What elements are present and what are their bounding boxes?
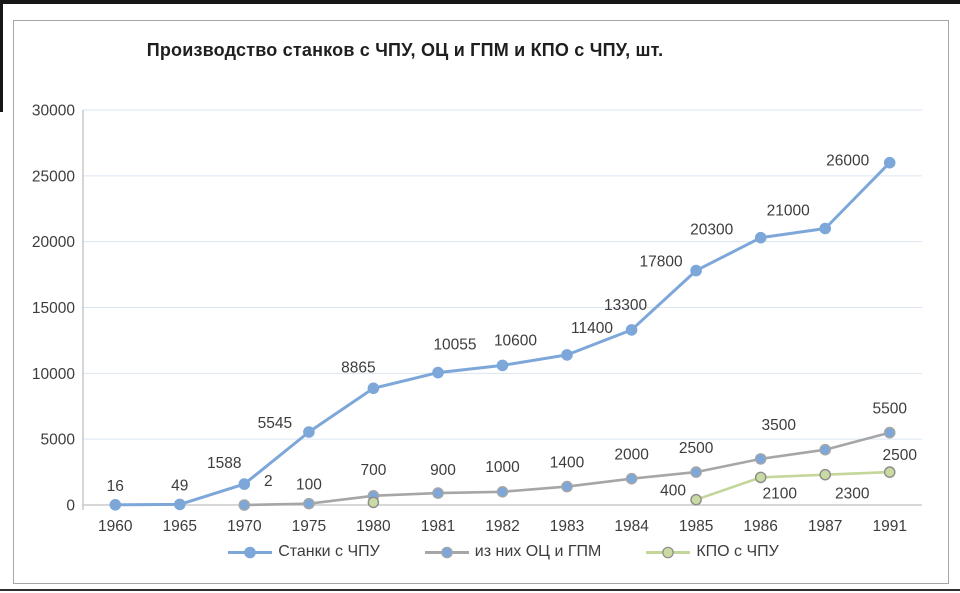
data-point-marker: [561, 480, 573, 493]
data-point-marker: [496, 359, 509, 372]
chart-title: Производство станков с ЧПУ, ОЦ и ГПМ и К…: [146, 40, 664, 60]
page-border-bottom: [0, 589, 960, 591]
data-point-marker: [173, 498, 186, 511]
page-border-top: [0, 0, 960, 4]
data-label: 5500: [872, 401, 907, 418]
x-axis-tick-label: 1981: [421, 518, 455, 535]
legend-line-marker-icon: [228, 546, 273, 558]
x-axis-tick-label: 1980: [356, 518, 391, 535]
y-axis-tick-label: 5000: [41, 432, 76, 449]
x-axis-tick-label: 1965: [163, 518, 197, 535]
x-axis-tick-label: 1970: [227, 518, 262, 535]
data-label: 16: [107, 478, 124, 495]
y-axis-tick-label: 30000: [32, 103, 75, 120]
data-label: 2500: [882, 447, 917, 464]
data-point-marker: [690, 493, 702, 506]
data-point-marker: [819, 222, 832, 235]
data-point-marker: [109, 498, 122, 511]
legend-item-kpo-s-chpu: КПО с ЧПУ: [645, 543, 779, 561]
data-point-marker: [690, 466, 702, 478]
x-axis-tick-label: 1985: [679, 518, 713, 535]
x-axis-tick-label: 1975: [292, 518, 326, 535]
data-label: 2000: [614, 447, 649, 464]
data-point-marker: [625, 324, 638, 336]
data-point-marker: [883, 156, 896, 169]
data-label: 100: [296, 477, 322, 494]
data-label: 20300: [690, 222, 733, 239]
y-axis-tick-label: 20000: [32, 234, 75, 251]
y-axis-tick-label: 15000: [32, 300, 75, 317]
data-label: 10600: [494, 332, 537, 349]
x-axis-tick-label: 1987: [808, 518, 842, 535]
chart-legend: Станки с ЧПУ из них ОЦ и ГПМ КПО с ЧПУ: [83, 543, 923, 561]
data-label: 8865: [341, 359, 375, 376]
x-axis-tick-label: 1960: [98, 518, 133, 535]
data-label: 13300: [604, 297, 647, 314]
data-label: 2100: [762, 485, 797, 502]
x-axis-tick-label: 1984: [614, 518, 649, 535]
x-axis-tick-label: 1982: [485, 518, 519, 535]
data-point-marker: [238, 499, 251, 511]
data-label: 1588: [207, 455, 241, 472]
data-label: 5545: [258, 415, 292, 432]
data-point-marker: [496, 485, 509, 498]
x-axis-tick-label: 1986: [743, 518, 777, 535]
data-label: 900: [430, 462, 456, 479]
data-label: 17800: [640, 254, 683, 271]
data-label: 3500: [761, 417, 796, 434]
data-point-marker: [303, 497, 315, 510]
data-point-marker: [690, 264, 702, 277]
data-label: 49: [171, 477, 188, 494]
data-point-marker: [238, 478, 251, 490]
data-point-marker: [754, 453, 767, 465]
data-point-marker: [367, 382, 380, 395]
data-point-marker: [754, 231, 767, 244]
data-label: 2300: [835, 486, 870, 503]
data-point-marker: [432, 487, 444, 499]
data-point-marker: [819, 468, 832, 481]
data-label: 2: [264, 473, 273, 490]
data-label: 26000: [826, 153, 869, 170]
page-border-left: [0, 0, 3, 112]
data-point-marker: [432, 366, 444, 379]
data-point-marker: [561, 349, 573, 361]
data-point-marker: [819, 443, 832, 456]
y-axis-tick-label: 0: [66, 498, 75, 515]
legend-label: Станки с ЧПУ: [278, 543, 380, 560]
data-label: 400: [660, 483, 686, 500]
legend-item-oc-i-gpm: из них ОЦ и ГПМ: [424, 543, 602, 561]
y-axis-tick-label: 10000: [32, 366, 75, 383]
legend-label: КПО с ЧПУ: [696, 543, 779, 560]
legend-label: из них ОЦ и ГПМ: [474, 543, 602, 560]
data-point-marker: [754, 471, 767, 484]
data-point-marker: [883, 466, 896, 478]
chart-frame: [13, 20, 949, 584]
data-label: 700: [360, 462, 386, 479]
data-point-marker: [625, 472, 638, 485]
y-axis-tick-label: 25000: [32, 168, 75, 185]
data-label: 10055: [433, 337, 476, 354]
data-point-marker: [883, 426, 896, 439]
legend-item-stanki-s-chpu: Станки с ЧПУ: [227, 543, 380, 561]
data-label: 11400: [571, 320, 613, 337]
series-line-2: [694, 470, 892, 502]
data-label: 21000: [767, 203, 810, 220]
data-label: 1000: [485, 459, 520, 476]
data-point-marker: [303, 426, 315, 438]
data-label: 1400: [550, 455, 585, 472]
x-axis-tick-label: 1991: [872, 518, 906, 535]
data-point-marker: [367, 496, 380, 509]
legend-line-marker-icon: [424, 546, 469, 558]
legend-line-marker-icon: [646, 546, 691, 558]
x-axis-tick-label: 1983: [550, 518, 584, 535]
data-label: 2500: [679, 440, 714, 457]
